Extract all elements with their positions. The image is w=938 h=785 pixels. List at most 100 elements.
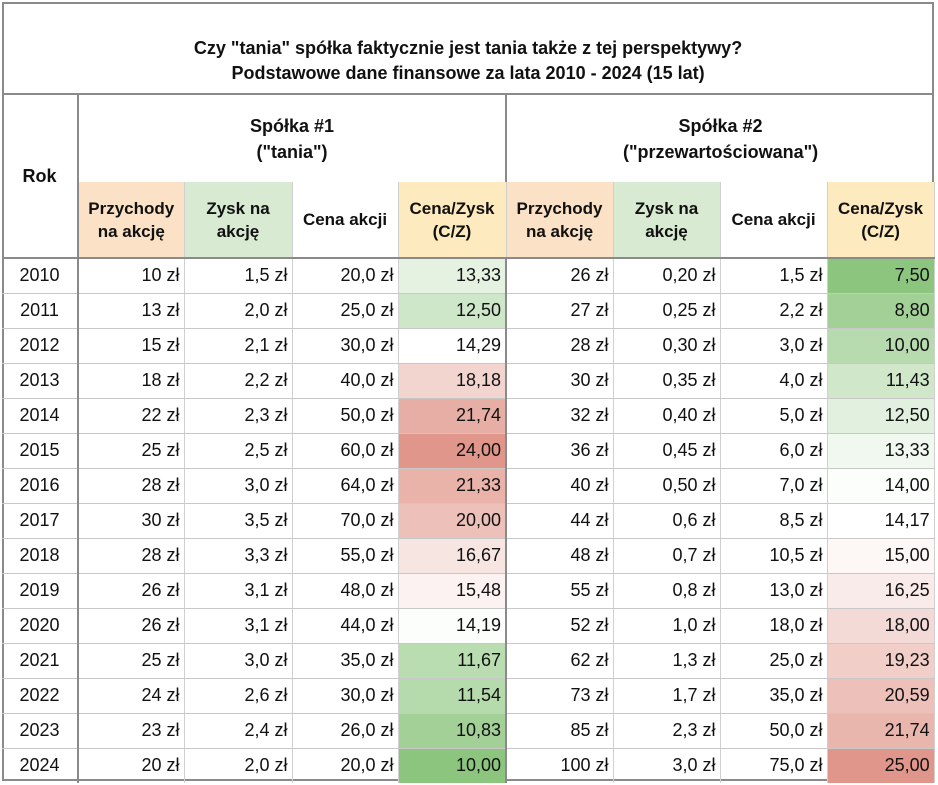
c1-price-cell: 55,0 zł [292,538,399,574]
c2-revenue-cell: 36 zł [506,433,614,469]
table-row: 2019 26 zł 3,1 zł 48,0 zł 15,48 55 zł 0,8 zł 13… [2,573,935,609]
c2-price-cell: 75,0 zł [720,748,828,783]
c2-profit-header: Zysk na akcję [613,182,721,259]
c2-pe-cell: 18,00 [827,608,935,644]
c2-price-cell: 5,0 zł [720,398,828,434]
table-row: 2024 20 zł 2,0 zł 20,0 zł 10,00 100 zł 3,0 zł 7… [2,748,935,783]
c1-pe-cell: 11,67 [398,643,507,679]
c2-profit-cell: 1,3 zł [613,643,721,679]
c1-revenue-cell: 23 zł [78,713,185,749]
c1-revenue-cell: 26 zł [78,608,185,644]
company1-header: Spółka #1 ("tania") [78,94,507,182]
c2-revenue-cell: 48 zł [506,538,614,574]
c1-revenue-cell: 10 zł [78,258,185,294]
c2-profit-cell: 0,20 zł [613,258,721,294]
year-cell: 2020 [2,608,79,644]
c2-profit-cell: 2,3 zł [613,713,721,749]
c1-revenue-cell: 30 zł [78,503,185,539]
c1-profit-cell: 2,0 zł [184,293,293,329]
c1-pe-cell: 10,83 [398,713,507,749]
company1-tag: ("tania") [256,141,328,162]
c2-revenue-cell: 44 zł [506,503,614,539]
year-cell: 2013 [2,363,79,399]
c1-revenue-cell: 28 zł [78,538,185,574]
c2-profit-cell: 0,45 zł [613,433,721,469]
year-cell: 2022 [2,678,79,714]
table-row: 2010 10 zł 1,5 zł 20,0 zł 13,33 26 zł 0,20 zł 1… [2,258,935,294]
c1-price-cell: 30,0 zł [292,678,399,714]
c2-price-header: Cena akcji [720,182,828,259]
c1-revenue-cell: 22 zł [78,398,185,434]
c1-price-cell: 26,0 zł [292,713,399,749]
table-body: 2010 10 zł 1,5 zł 20,0 zł 13,33 26 zł 0,20 zł 1… [2,258,935,783]
c2-revenue-cell: 26 zł [506,258,614,294]
table-title: Czy "tania" spółka faktycznie jest tania… [193,37,743,58]
c2-revenue-cell: 40 zł [506,468,614,504]
year-cell: 2023 [2,713,79,749]
year-cell: 2010 [2,258,79,294]
c1-revenue-cell: 13 zł [78,293,185,329]
c1-revenue-cell: 20 zł [78,748,185,783]
c2-profit-cell: 0,7 zł [613,538,721,574]
c1-price-cell: 70,0 zł [292,503,399,539]
table-row: 2021 25 zł 3,0 zł 35,0 zł 11,67 62 zł 1,3 zł 25… [2,643,935,679]
c1-pe-cell: 14,19 [398,608,507,644]
c1-revenue-cell: 25 zł [78,433,185,469]
c2-price-cell: 35,0 zł [720,678,828,714]
c2-profit-cell: 1,0 zł [613,608,721,644]
table-row: 2015 25 zł 2,5 zł 60,0 zł 24,00 36 zł 0,45 zł 6… [2,433,935,469]
c2-price-cell: 10,5 zł [720,538,828,574]
c1-profit-cell: 2,6 zł [184,678,293,714]
c2-revenue-cell: 30 zł [506,363,614,399]
table-row: 2017 30 zł 3,5 zł 70,0 zł 20,00 44 zł 0,6 zł 8,… [2,503,935,539]
c2-pe-cell: 19,23 [827,643,935,679]
c1-profit-cell: 2,1 zł [184,328,293,364]
c1-profit-header: Zysk na akcję [184,182,293,259]
c1-price-cell: 25,0 zł [292,293,399,329]
table-row: 2014 22 zł 2,3 zł 50,0 zł 21,74 32 zł 0,40 zł 5… [2,398,935,434]
c1-revenue-header: Przychody na akcję [78,182,185,259]
c2-pe-cell: 10,00 [827,328,935,364]
year-cell: 2016 [2,468,79,504]
c1-pe-cell: 14,29 [398,328,507,364]
c1-price-cell: 64,0 zł [292,468,399,504]
c1-pe-cell: 15,48 [398,573,507,609]
c1-profit-cell: 3,1 zł [184,573,293,609]
c1-price-cell: 48,0 zł [292,573,399,609]
c1-pe-cell: 16,67 [398,538,507,574]
c2-revenue-cell: 52 zł [506,608,614,644]
c1-profit-cell: 2,4 zł [184,713,293,749]
company1-name: Spółka #1 [249,115,335,136]
c1-pe-cell: 11,54 [398,678,507,714]
c2-pe-cell: 12,50 [827,398,935,434]
c1-revenue-cell: 15 zł [78,328,185,364]
c1-revenue-cell: 24 zł [78,678,185,714]
c1-profit-cell: 2,5 zł [184,433,293,469]
c2-revenue-cell: 32 zł [506,398,614,434]
c2-pe-cell: 11,43 [827,363,935,399]
c1-price-cell: 35,0 zł [292,643,399,679]
c2-pe-header: Cena/Zysk (C/Z) [827,182,935,259]
year-cell: 2017 [2,503,79,539]
table-row: 2011 13 zł 2,0 zł 25,0 zł 12,50 27 zł 0,25 zł 2… [2,293,935,329]
c2-profit-cell: 0,30 zł [613,328,721,364]
c1-pe-cell: 20,00 [398,503,507,539]
c2-revenue-header: Przychody na akcję [506,182,614,259]
c2-price-cell: 3,0 zł [720,328,828,364]
c2-pe-cell: 20,59 [827,678,935,714]
year-cell: 2021 [2,643,79,679]
year-cell: 2014 [2,398,79,434]
c1-pe-cell: 10,00 [398,748,507,783]
c2-price-cell: 18,0 zł [720,608,828,644]
c1-price-header: Cena akcji [292,182,399,259]
company2-header: Spółka #2 ("przewartościowana") [506,94,934,182]
c1-price-cell: 20,0 zł [292,258,399,294]
c2-pe-cell: 21,74 [827,713,935,749]
table-row: 2022 24 zł 2,6 zł 30,0 zł 11,54 73 zł 1,7 zł 35… [2,678,935,714]
c2-pe-cell: 25,00 [827,748,935,783]
c1-profit-cell: 1,5 zł [184,258,293,294]
c2-revenue-cell: 85 zł [506,713,614,749]
year-cell: 2015 [2,433,79,469]
c2-profit-cell: 3,0 zł [613,748,721,783]
